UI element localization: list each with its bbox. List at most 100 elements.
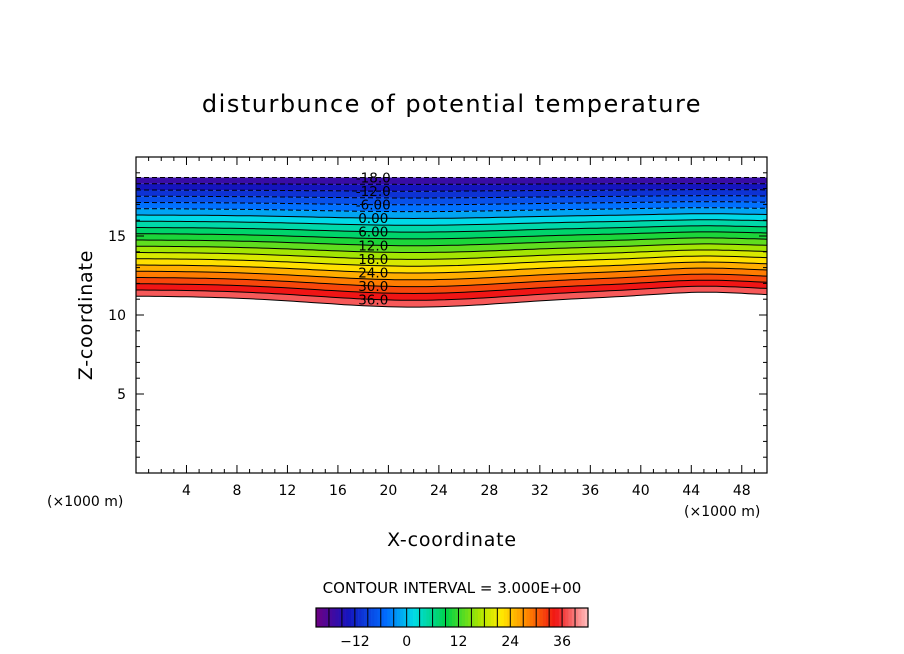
contour-label: -6.00 — [356, 198, 391, 214]
colorbar-cell — [316, 608, 320, 627]
colorbar-cell — [387, 608, 391, 627]
colorbar-cell — [507, 608, 511, 627]
contour-labels: -18.0-12.0-6.000.006.0012.018.024.030.03… — [356, 171, 391, 309]
contour-line — [136, 189, 767, 192]
contour-band — [136, 262, 767, 280]
colorbar-cell — [494, 608, 498, 627]
colorbar-cell — [432, 608, 437, 627]
colorbar-cell — [403, 608, 407, 627]
contour-line — [136, 255, 767, 267]
contour-label: 12.0 — [358, 238, 388, 254]
contour-line — [136, 201, 767, 206]
colorbar-cell — [345, 608, 349, 627]
contour-line — [136, 243, 767, 253]
y-tick-label: 15 — [108, 229, 126, 245]
colorbar-cell — [396, 608, 401, 627]
contour-line — [136, 261, 767, 274]
contour-band — [136, 219, 767, 233]
contour-label: -12.0 — [356, 184, 391, 200]
colorbar-cell — [523, 608, 527, 627]
colorbar-cell — [364, 608, 369, 627]
contour-label: 6.00 — [358, 225, 388, 241]
colorbar-cell — [532, 608, 537, 627]
colorbar-cell — [526, 608, 531, 627]
colorbar-cell — [384, 608, 388, 627]
colorbar-cell — [452, 608, 456, 627]
contour-label: -18.0 — [356, 171, 391, 187]
contour-line — [136, 207, 767, 213]
colorbar-tick-label: 0 — [402, 634, 411, 650]
colorbar-cell — [406, 608, 411, 627]
colorbar-tick-label: 24 — [501, 634, 519, 650]
colorbar-cell — [542, 608, 547, 627]
contour-line — [136, 195, 767, 199]
colorbar-cell — [335, 608, 339, 627]
x-tick-label: 4 — [182, 483, 191, 499]
contour-band — [136, 183, 767, 192]
colorbar-cell — [426, 608, 430, 627]
colorbar-cell — [545, 608, 550, 627]
contour-band — [136, 177, 767, 185]
colorbar-cell — [529, 608, 534, 627]
contour-band — [136, 280, 767, 301]
colorbar-cell — [338, 608, 343, 627]
colorbar-cell — [354, 608, 359, 627]
x-tick-label: 16 — [329, 483, 347, 499]
x-tick-label: 24 — [430, 483, 448, 499]
y-tick-label: 10 — [108, 308, 126, 324]
colorbar-cell — [484, 608, 488, 627]
colorbar-cell — [319, 608, 323, 627]
colorbar-cell — [503, 608, 508, 627]
colorbar-cell — [413, 608, 417, 627]
chart-title: disturbunce of potential temperature — [202, 90, 702, 118]
colorbar-cell — [552, 608, 556, 627]
colorbar-cell — [435, 608, 440, 627]
colorbar-tick-label: 36 — [553, 634, 571, 650]
colorbar-cell — [351, 608, 356, 627]
colorbar-cell — [322, 608, 327, 627]
colorbar-cell — [409, 608, 414, 627]
contour-line — [136, 285, 767, 301]
contour-label: 0.00 — [358, 211, 388, 227]
contour-label: 18.0 — [358, 252, 388, 268]
contour-label: 24.0 — [358, 265, 388, 281]
colorbar-frame — [315, 607, 589, 628]
colorbar-cell — [429, 608, 433, 627]
colorbar-cell — [367, 608, 372, 627]
contour-band — [136, 268, 767, 287]
colorbar-cell — [477, 608, 482, 627]
contour-line — [136, 279, 767, 295]
colorbar-cell — [371, 608, 375, 627]
contour-line — [136, 267, 767, 281]
colorbar-cell — [558, 608, 563, 627]
colorbar-cell — [393, 608, 398, 627]
colorbar-cell — [374, 608, 378, 627]
colorbar-cell — [361, 608, 365, 627]
colorbar-cell — [471, 608, 475, 627]
contour-line — [136, 225, 767, 233]
contour-band — [136, 225, 767, 239]
x-axis-label: X-coordinate — [387, 529, 517, 551]
x-tick-label: 40 — [632, 483, 650, 499]
x-tick-label: 32 — [531, 483, 549, 499]
contour-line — [136, 249, 767, 260]
contour-band — [136, 201, 767, 212]
colorbar-cell — [584, 608, 589, 627]
colorbar-cell — [461, 608, 466, 627]
colorbar-cell — [468, 608, 472, 627]
colorbar-cell — [422, 608, 427, 627]
colorbar-cell — [516, 608, 521, 627]
colorbar-cell — [341, 608, 346, 627]
colorbar-cell — [455, 608, 459, 627]
contour-line — [136, 183, 767, 185]
contour-line — [136, 291, 767, 308]
colorbar-cell — [474, 608, 479, 627]
contour-band — [136, 256, 767, 273]
colorbar-cell — [400, 608, 404, 627]
colorbar-cell — [390, 608, 395, 627]
contour-line — [136, 219, 767, 226]
colorbar-cell — [325, 608, 330, 627]
contour-band — [136, 189, 767, 198]
contour-label: 30.0 — [358, 279, 388, 295]
